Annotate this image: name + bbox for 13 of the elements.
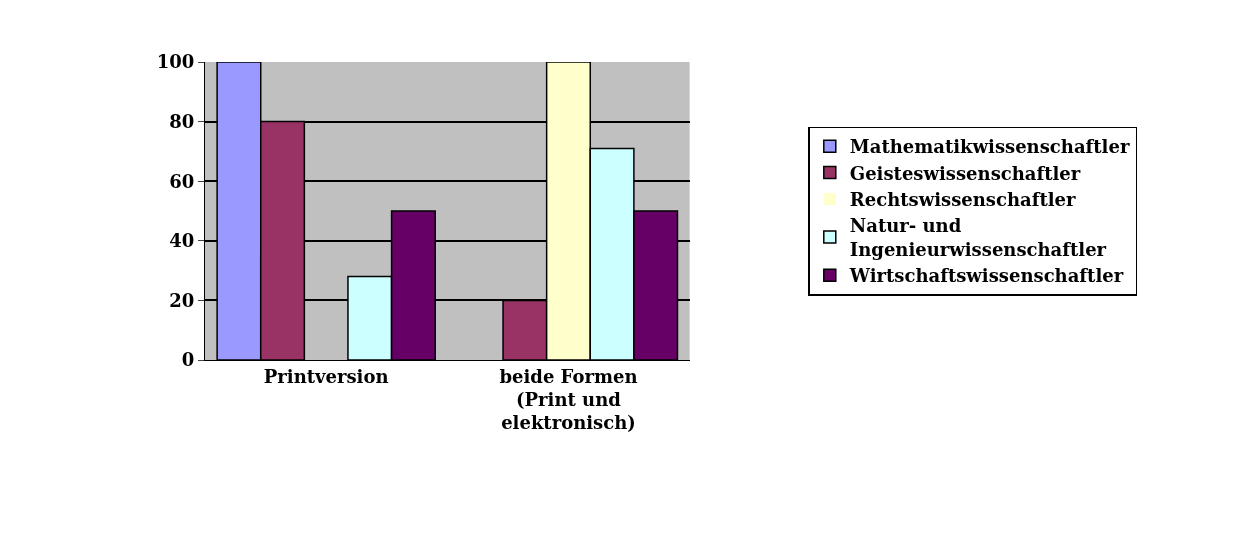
x-tick-label: Printversion [263,365,389,387]
legend-label: Natur- und Ingenieurwissenschaftler [849,215,1107,260]
legend-label: Mathematikwissenschaftler [849,136,1130,158]
y-tick-label: 100 [156,51,195,73]
x-tick-label: beide Formen (Print und elektronisch) [499,365,638,434]
y-tick-label: 80 [169,110,195,132]
y-tick-label: 60 [169,170,195,192]
y-tick-label: 0 [181,349,195,371]
legend-label: Wirtschaftswissenschaftler [848,265,1124,287]
legend-label: Geisteswissenschaftler [849,162,1081,184]
y-tick-label: 40 [169,230,195,252]
y-tick-label: 20 [169,289,195,311]
legend-label: Rechtswissenschaftler [849,189,1077,211]
